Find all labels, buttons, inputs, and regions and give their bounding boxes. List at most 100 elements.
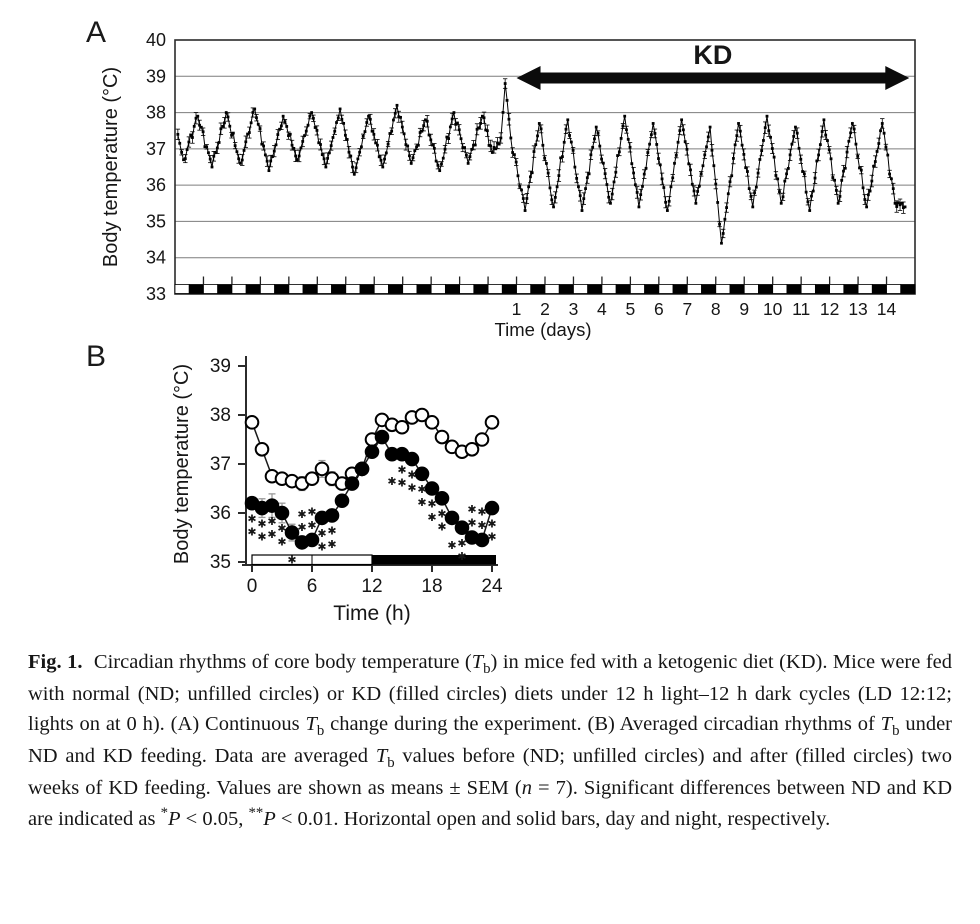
y-tick-label: 39 <box>146 66 166 86</box>
light-bar-segment <box>174 284 190 294</box>
kd-arrow-right-head-icon <box>885 66 910 90</box>
caption-segment: T <box>471 651 484 673</box>
y-tick-label: 34 <box>146 248 166 268</box>
dark-bar-segment <box>871 284 887 294</box>
svg-text:✱: ✱ <box>427 499 436 511</box>
x-tick-label: 12 <box>820 299 839 319</box>
dark-bar-segment <box>416 284 432 294</box>
svg-text:✱: ✱ <box>477 507 486 519</box>
light-bar-segment <box>544 284 560 294</box>
x-tick-label: 1 <box>512 299 522 319</box>
dark-bar-segment <box>587 284 603 294</box>
svg-text:✱: ✱ <box>487 532 496 544</box>
svg-text:✱: ✱ <box>437 522 446 534</box>
light-bar-segment <box>829 284 845 294</box>
light-bar-segment <box>886 284 902 294</box>
svg-text:✱: ✱ <box>317 528 326 540</box>
caption-segment: n <box>521 776 532 799</box>
dark-bar-segment <box>786 284 802 294</box>
caption-segment: P <box>167 808 181 831</box>
dark-bar-segment <box>274 284 290 294</box>
error-bars <box>175 78 906 239</box>
dark-bar-segment <box>473 284 489 294</box>
svg-text:✱: ✱ <box>477 520 486 532</box>
panel-b-label: B <box>86 340 107 373</box>
dark-bar-segment <box>501 284 517 294</box>
x-tick-label: 12 <box>361 576 382 597</box>
svg-text:✱: ✱ <box>297 509 306 521</box>
light-bar-segment <box>629 284 646 294</box>
svg-text:✱: ✱ <box>267 529 276 541</box>
x-axis-title: Time (h) <box>333 602 410 625</box>
svg-text:✱: ✱ <box>317 541 326 553</box>
svg-text:✱: ✱ <box>417 497 426 509</box>
x-tick-label: 4 <box>597 299 607 319</box>
svg-text:✱: ✱ <box>457 551 466 563</box>
svg-text:✱: ✱ <box>327 539 336 551</box>
svg-text:✱: ✱ <box>277 536 286 548</box>
light-bar-segment <box>487 284 503 294</box>
dark-bar-segment <box>302 284 318 294</box>
dark-bar-segment <box>530 284 546 294</box>
y-tick-label: 35 <box>210 552 231 573</box>
svg-text:✱: ✱ <box>457 538 466 550</box>
dark-bar-segment <box>701 284 717 294</box>
kd-span-label: KD <box>693 40 732 70</box>
light-bar-segment <box>288 284 304 294</box>
temperature-trace <box>177 83 906 244</box>
y-axis-title: Body temperature (°C) <box>100 67 122 267</box>
dark-bar-segment <box>758 284 774 294</box>
svg-text:✱: ✱ <box>397 464 406 476</box>
light-bar-segment <box>658 284 674 294</box>
dark-bar-segment <box>217 284 233 294</box>
x-tick-label: 0 <box>247 576 258 597</box>
caption-segment: T <box>305 712 317 735</box>
light-bar-segment <box>316 284 332 294</box>
light-bar-segment <box>516 284 532 294</box>
svg-text:✱: ✱ <box>277 523 286 535</box>
caption-segment: ) in mice fed with a ketogenic diet (KD)… <box>28 651 953 735</box>
svg-text:✱: ✱ <box>417 484 426 496</box>
y-tick-label: 39 <box>210 356 231 377</box>
caption-segment: b <box>892 722 900 739</box>
dark-bar-segment <box>444 284 461 294</box>
light-bar-segment <box>715 284 731 294</box>
kd-arrow-left-head-icon <box>516 66 541 90</box>
svg-text:✱: ✱ <box>327 526 336 538</box>
light-bar-segment <box>259 284 276 294</box>
caption-segment: ** <box>248 805 264 822</box>
dark-bar <box>372 555 496 565</box>
y-tick-label: 36 <box>146 175 166 195</box>
y-tick-label: 37 <box>146 139 166 159</box>
svg-text:✱: ✱ <box>247 527 256 539</box>
x-tick-label: 18 <box>421 576 442 597</box>
svg-text:✱: ✱ <box>257 518 266 530</box>
caption-segment: < 0.05, <box>180 808 249 831</box>
dark-bar-segment <box>900 284 916 294</box>
dark-bar-segment <box>644 284 660 294</box>
figure-caption: Fig. 1. Circadian rhythms of core body t… <box>28 648 952 834</box>
x-tick-label: 5 <box>626 299 636 319</box>
caption-segment: under ND and KD feeding. Data are averag… <box>28 712 952 767</box>
panel-a-label: A <box>86 16 107 49</box>
y-tick-label: 38 <box>146 103 166 123</box>
caption-segment: b <box>483 661 491 678</box>
caption-segment: * <box>160 805 168 822</box>
light-bar-segment <box>686 284 702 294</box>
caption-segment: b <box>387 754 395 771</box>
x-tick-label: 3 <box>569 299 579 319</box>
dark-bar-segment <box>188 284 204 294</box>
y-tick-label: 35 <box>146 211 166 231</box>
dark-bar-segment <box>331 284 347 294</box>
y-tick-label: 36 <box>210 503 231 524</box>
y-tick-label: 38 <box>210 405 231 426</box>
x-tick-label: 9 <box>739 299 749 319</box>
dark-bar-segment <box>615 284 631 294</box>
svg-text:✱: ✱ <box>257 532 266 544</box>
caption-segment: T <box>375 744 388 767</box>
dark-bar-segment <box>388 284 404 294</box>
caption-segment: = 7). Significant differences between ND… <box>28 776 953 831</box>
light-bar-segment <box>772 284 788 294</box>
y-tick-label: 37 <box>210 454 231 475</box>
